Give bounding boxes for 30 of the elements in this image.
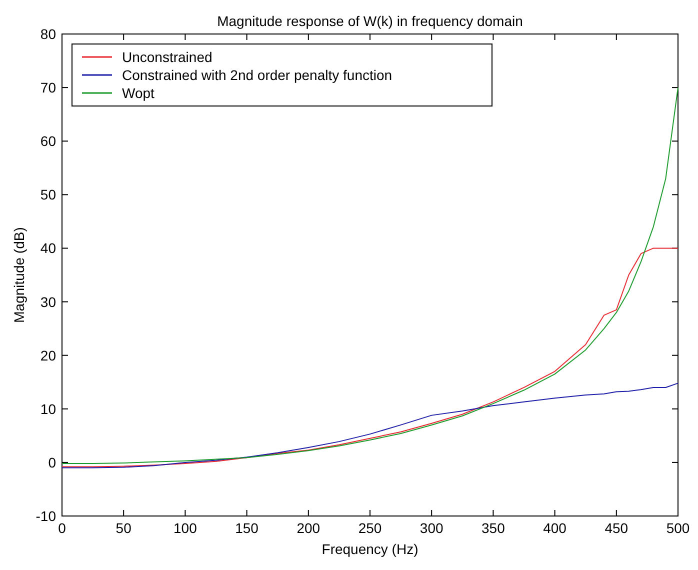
x-tick-label: 500	[666, 520, 690, 536]
x-tick-label: 350	[482, 520, 506, 536]
y-tick-label: 70	[40, 80, 56, 96]
x-tick-label: 250	[358, 520, 382, 536]
x-tick-label: 200	[296, 520, 320, 536]
legend-label: Constrained with 2nd order penalty function	[122, 67, 392, 83]
y-tick-label: 10	[40, 400, 56, 417]
chart-title: Magnitude response of W(k) in frequency domain	[217, 13, 523, 29]
line-series	[62, 87, 678, 464]
y-tick-label: 40	[40, 240, 56, 256]
y-tick-label: 80	[40, 26, 56, 42]
x-tick-label: 100	[174, 520, 198, 536]
y-tick-label: 60	[40, 133, 56, 150]
line-series	[62, 382, 678, 468]
y-axis-title: Magnitude (dB)	[11, 227, 27, 323]
x-tick-label: 150	[235, 520, 259, 536]
y-tick-label: 30	[40, 294, 56, 310]
x-tick-label: 450	[604, 520, 628, 536]
x-tick-label: 300	[420, 520, 444, 536]
y-tick-label: 20	[40, 347, 56, 364]
y-tick-label: 50	[40, 186, 56, 203]
x-axis-title: Frequency (Hz)	[322, 541, 418, 557]
y-tick-label: -10	[36, 508, 56, 524]
x-tick-label: 50	[116, 520, 132, 536]
x-tick-label: 0	[58, 520, 66, 536]
x-tick-label: 400	[543, 520, 567, 536]
y-tick-label: 0	[48, 454, 56, 470]
line-series	[62, 248, 678, 468]
legend-label: Unconstrained	[122, 49, 212, 65]
legend-label: Wopt	[122, 85, 155, 101]
